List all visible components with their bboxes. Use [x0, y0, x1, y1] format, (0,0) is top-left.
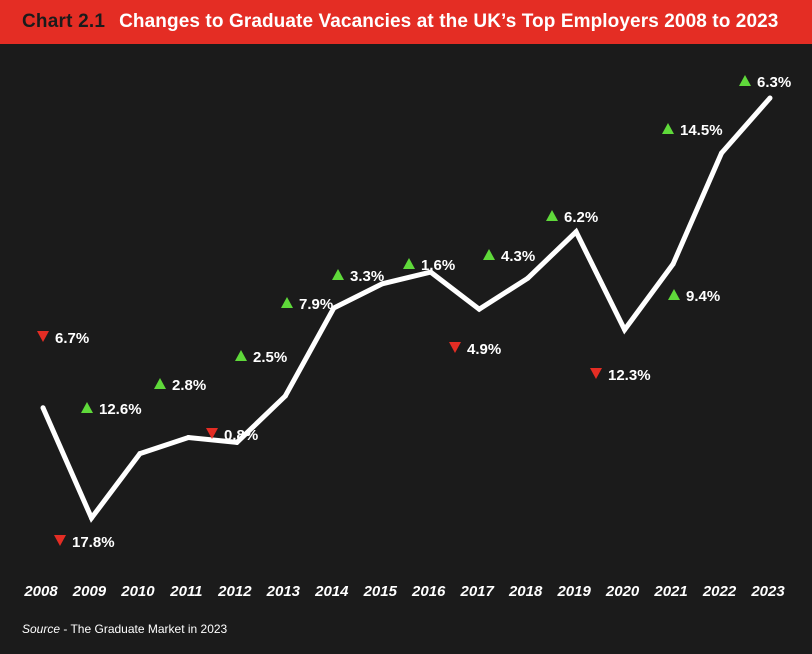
- data-point-2013: [282, 393, 288, 399]
- x-tick-label: 2016: [411, 583, 446, 600]
- data-point-2012: [234, 439, 240, 445]
- x-tick-label: 2010: [120, 583, 155, 600]
- x-tick-label: 2008: [23, 583, 58, 600]
- up-arrow-icon: [739, 75, 751, 86]
- data-point-2020: [622, 327, 628, 333]
- change-label: 6.3%: [757, 74, 791, 91]
- down-arrow-icon: [54, 535, 66, 546]
- up-arrow-icon: [668, 289, 680, 300]
- data-point-2016: [428, 269, 434, 275]
- change-label: 12.3%: [608, 367, 651, 384]
- up-arrow-icon: [81, 402, 93, 413]
- change-label: 4.3%: [501, 248, 535, 265]
- up-arrow-icon: [235, 350, 247, 361]
- data-point-2009: [88, 515, 94, 521]
- change-label: 4.9%: [467, 341, 501, 358]
- x-tick-label: 2019: [556, 583, 591, 600]
- up-arrow-icon: [662, 123, 674, 134]
- source-label: Source: [22, 622, 61, 636]
- x-tick-label: 2011: [169, 583, 202, 600]
- data-point-2011: [185, 434, 191, 440]
- data-point-2019: [573, 229, 579, 235]
- x-tick-label: 2023: [750, 583, 785, 600]
- down-arrow-icon: [449, 342, 461, 353]
- x-tick-label: 2022: [702, 583, 737, 600]
- change-label: 0.8%: [224, 427, 258, 444]
- chart-title: Changes to Graduate Vacancies at the UK’…: [119, 11, 779, 32]
- source-note: Source - The Graduate Market in 2023: [22, 622, 227, 636]
- up-arrow-icon: [546, 210, 558, 221]
- chart-header: Chart 2.1 Changes to Graduate Vacancies …: [0, 0, 812, 44]
- series-line: [40, 96, 772, 523]
- up-arrow-icon: [403, 258, 415, 269]
- change-label: 1.6%: [421, 257, 455, 274]
- change-label: 2.8%: [172, 377, 206, 394]
- change-label: 7.9%: [299, 296, 333, 313]
- x-tick-label: 2020: [605, 583, 640, 600]
- data-point-2014: [331, 305, 337, 311]
- change-label: 14.5%: [680, 122, 723, 139]
- x-tick-label: 2014: [314, 583, 349, 600]
- data-point-2008: [40, 405, 46, 411]
- data-point-2018: [525, 275, 531, 281]
- change-label: 3.3%: [350, 268, 384, 285]
- data-point-2017: [476, 306, 482, 312]
- data-point-2010: [137, 451, 143, 457]
- x-tick-label: 2012: [217, 583, 252, 600]
- up-arrow-icon: [483, 249, 495, 260]
- line-chart: 2008 2009 2010 2011 2012 2013 2014 2015 2016 2017…: [23, 74, 791, 600]
- change-label: 2.5%: [253, 349, 287, 366]
- change-label: 9.4%: [686, 288, 720, 305]
- x-tick-label: 2017: [460, 583, 495, 600]
- down-arrow-icon: [37, 331, 49, 342]
- x-tick-label: 2013: [266, 583, 301, 600]
- down-arrow-icon: [590, 368, 602, 379]
- data-point-2022: [719, 150, 725, 156]
- x-tick-label: 2015: [363, 583, 398, 600]
- data-point-2021: [670, 261, 676, 267]
- down-arrow-icon: [206, 428, 218, 439]
- data-point-2023: [767, 95, 773, 101]
- change-label: 17.8%: [72, 534, 115, 551]
- up-arrow-icon: [154, 378, 166, 389]
- source-text: - The Graduate Market in 2023: [60, 622, 228, 636]
- up-arrow-icon: [281, 297, 293, 308]
- x-tick-label: 2021: [653, 583, 687, 600]
- change-label: 6.2%: [564, 209, 598, 226]
- data-point-2015: [379, 281, 385, 287]
- change-label: 6.7%: [55, 330, 89, 347]
- x-tick-label: 2018: [508, 583, 543, 600]
- x-tick-label: 2009: [72, 583, 107, 600]
- up-arrow-icon: [332, 269, 344, 280]
- chart-number: Chart 2.1: [22, 11, 106, 32]
- change-label: 12.6%: [99, 401, 142, 418]
